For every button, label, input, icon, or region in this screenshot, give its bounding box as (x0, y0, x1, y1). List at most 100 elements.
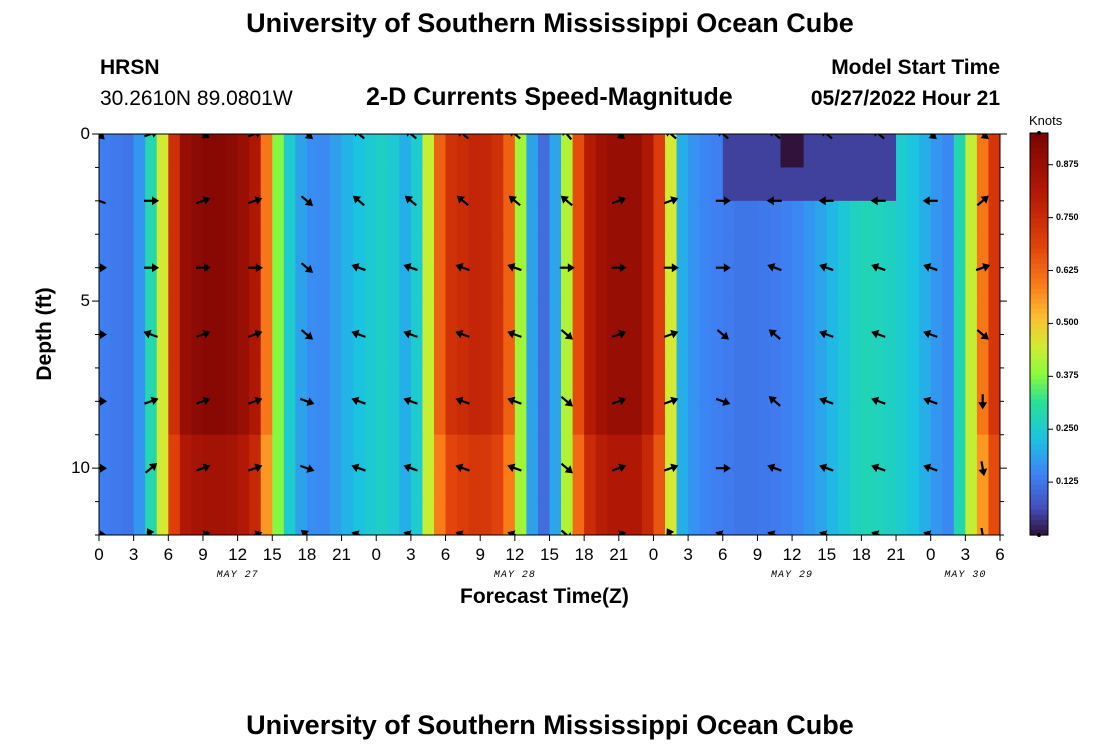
current-arrow (819, 263, 834, 272)
heatmap-cell (942, 367, 955, 402)
x-tick-label: 3 (683, 545, 693, 564)
colorbar-swatch (1030, 474, 1048, 481)
heatmap-cell (99, 401, 112, 436)
arrow-head (254, 329, 263, 339)
heatmap-cell (179, 367, 193, 402)
heatmap-cell (826, 301, 839, 336)
current-arrow (196, 396, 211, 406)
x-tick-label: 15 (540, 545, 559, 564)
heatmap-cell (699, 401, 712, 436)
arrow-head (871, 329, 880, 339)
heatmap-cell (826, 401, 839, 436)
colorbar-swatch (1030, 168, 1048, 174)
heatmap-cell (861, 234, 874, 269)
heatmap-cell (780, 367, 793, 402)
heatmap-cell (283, 501, 296, 535)
heatmap-cell (815, 334, 828, 369)
heatmap-cell (907, 134, 920, 169)
heatmap-cell (919, 200, 932, 235)
heatmap-cell (503, 167, 516, 202)
colorbar-swatch (1030, 298, 1048, 305)
heatmap-cell (665, 167, 678, 202)
colorbar-swatch (1030, 439, 1048, 446)
heatmap-cell (457, 501, 470, 535)
heatmap-cell (110, 200, 123, 235)
heatmap-cell (260, 334, 273, 369)
current-arrow (99, 463, 107, 473)
arrow-head (351, 329, 360, 339)
heatmap-cell (353, 301, 366, 336)
heatmap-cell (122, 301, 135, 336)
heatmap-cell (711, 200, 724, 235)
x-tick-label: 18 (297, 545, 317, 564)
heatmap-cell (468, 401, 481, 436)
heatmap-cell (295, 367, 308, 402)
heatmap-cell (514, 334, 527, 369)
heatmap-cell (745, 434, 759, 469)
current-arrow (922, 196, 938, 206)
heatmap-cell (849, 334, 862, 369)
heatmap-cell (711, 501, 724, 535)
arrow-head (564, 331, 573, 340)
current-arrow (871, 463, 886, 473)
colorbar-swatch (1030, 459, 1048, 466)
heatmap-cell (595, 301, 608, 336)
heatmap-cell (572, 367, 585, 402)
colorbar-swatch (1030, 163, 1048, 169)
heatmap-cell (306, 301, 320, 336)
heatmap-cell (122, 334, 135, 369)
heatmap-cell (803, 334, 816, 369)
heatmap-cell (445, 401, 458, 436)
heatmap-cell (561, 167, 574, 202)
arrow-shaft (511, 134, 521, 140)
heatmap-cell (976, 200, 990, 235)
heatmap-cell (595, 401, 608, 436)
arrow-head (768, 396, 777, 405)
heatmap-cell (145, 134, 158, 169)
current-arrow (507, 463, 522, 473)
heatmap-cell (930, 200, 943, 235)
heatmap-cell (214, 367, 227, 402)
heatmap-cell (537, 367, 551, 402)
heatmap-cell (815, 234, 828, 269)
heatmap-cell (734, 367, 747, 402)
heatmap-cell (168, 401, 181, 436)
heatmap-cell (514, 434, 527, 469)
heatmap-cell (226, 367, 239, 402)
heatmap-cell (318, 301, 331, 336)
current-arrow (766, 196, 782, 206)
colorbar-swatch (1030, 364, 1048, 370)
arrow-head (928, 134, 937, 140)
heatmap-cell (99, 234, 112, 269)
heatmap-cell (537, 334, 551, 369)
heatmap-cell (318, 434, 331, 469)
colorbar-swatch (1030, 394, 1048, 400)
arrow-head (820, 134, 829, 137)
colorbar-swatch (1030, 243, 1048, 250)
colorbar-swatch (1030, 384, 1048, 390)
arrow-head (455, 263, 464, 272)
heatmap-cell (665, 501, 678, 535)
heatmap-cell (584, 334, 597, 369)
heatmap-cell (792, 434, 805, 469)
heatmap-cell (849, 367, 862, 402)
arrow-head (560, 195, 569, 204)
heatmap-cell (861, 334, 874, 369)
heatmap-cell (884, 200, 897, 235)
heatmap-cell (226, 501, 239, 535)
heatmap-cell (491, 267, 504, 302)
colorbar-swatch (1030, 429, 1048, 436)
heatmap-cell (896, 468, 909, 503)
colorbar-swatch (1030, 263, 1048, 270)
heatmap-cell (572, 234, 585, 269)
arrow-head (152, 196, 159, 206)
current-arrow (196, 196, 211, 205)
colorbar-swatch (1030, 424, 1048, 431)
heatmap-cell (930, 134, 943, 169)
current-arrow (978, 461, 988, 477)
heatmap-cell (549, 501, 562, 535)
current-vectors (99, 134, 991, 535)
heatmap-cell (607, 301, 620, 336)
heatmap-cell (457, 267, 470, 302)
heatmap-cell (283, 234, 296, 269)
